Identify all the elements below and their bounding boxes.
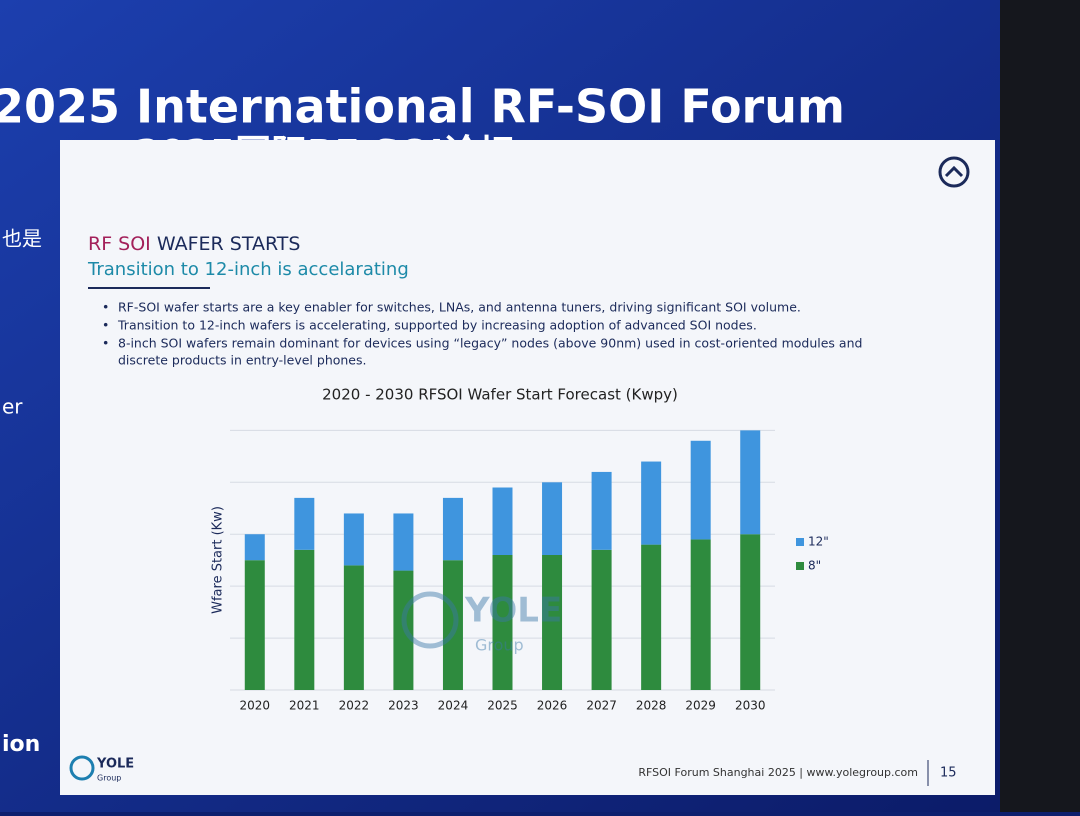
- bar-segment: [442, 497, 463, 561]
- slide-icon: [938, 156, 970, 188]
- bar-segment: [393, 570, 414, 690]
- bar-segment: [294, 497, 315, 550]
- logo-text: YOLE: [96, 757, 134, 772]
- dark-edge: [1000, 0, 1080, 812]
- bar-segment: [244, 534, 265, 561]
- bullet-dot: •: [102, 318, 109, 333]
- bar-segment: [393, 513, 414, 571]
- slide-icon-chevron: [944, 165, 964, 178]
- bullets: • RF-SOI wafer starts are a key enabler …: [102, 300, 862, 368]
- bar-segment: [690, 440, 711, 540]
- x-tick-label: 2021: [289, 699, 320, 713]
- slide: [60, 190, 995, 795]
- bar-segment: [690, 539, 711, 690]
- x-tick-label: 2023: [388, 699, 419, 713]
- footer: RFSOI Forum Shanghai 2025 | www.yolegrou…: [638, 766, 918, 779]
- side-fragment: ion: [2, 732, 40, 757]
- bar-segment: [442, 560, 463, 690]
- bar-segment: [542, 482, 563, 555]
- bullet: Transition to 12-inch wafers is accelera…: [117, 318, 757, 333]
- bar-segment: [641, 544, 662, 690]
- bar-segment: [740, 430, 761, 535]
- legend-label: 12": [808, 535, 829, 549]
- bar-segment: [740, 534, 761, 690]
- slide-top: [60, 140, 995, 192]
- page-number: 15: [940, 766, 957, 781]
- y-axis-label: Wfare Start (Kw): [211, 506, 226, 614]
- watermark-text: Group: [475, 636, 524, 655]
- heading-accent: RF SOI: [88, 233, 151, 255]
- bar-segment: [492, 487, 513, 555]
- bar-segment: [641, 461, 662, 545]
- bar-segment: [542, 555, 563, 690]
- bullet-dot: •: [102, 300, 109, 315]
- watermark: YOLE Group: [401, 591, 562, 655]
- heading-rest: WAFER STARTS: [157, 233, 301, 255]
- bar-segment: [591, 549, 612, 690]
- x-tick-label: 2020: [239, 699, 270, 713]
- bar-segment: [343, 565, 364, 690]
- x-tick-label: 2024: [438, 699, 469, 713]
- bullet-dot: •: [102, 336, 109, 351]
- bullet: RF-SOI wafer starts are a key enabler fo…: [118, 300, 801, 315]
- side-fragment: er: [2, 395, 23, 419]
- x-tick-label: 2029: [685, 699, 716, 713]
- bar-segment: [492, 555, 513, 690]
- side-fragment: 也是: [2, 227, 42, 251]
- bullet: discrete products in entry-level phones.: [118, 353, 367, 368]
- x-tick-label: 2025: [487, 699, 518, 713]
- x-tick-label: 2027: [586, 699, 617, 713]
- bar-segment: [343, 513, 364, 566]
- bar-segment: [244, 560, 265, 690]
- x-tick-label: 2026: [537, 699, 568, 713]
- x-tick-label: 2022: [339, 699, 370, 713]
- logo-mark: [69, 755, 95, 781]
- watermark-logo: [401, 591, 459, 649]
- bar-segment: [591, 471, 612, 550]
- slide-subheading: Transition to 12-inch is accelarating: [87, 259, 409, 280]
- bullet: 8-inch SOI wafers remain dominant for de…: [118, 336, 862, 351]
- legend-swatch: [796, 562, 804, 570]
- logo-sub: Group: [97, 774, 121, 783]
- x-tick-label: 2030: [735, 699, 766, 713]
- legend-label: 8": [808, 559, 821, 573]
- banner-title: 2025 International RF-SOI Forum: [0, 80, 845, 134]
- slide-heading: RF SOI WAFER STARTS: [88, 233, 300, 255]
- plot: 2020 2021 2022 2023 2024 2025 2026 2027 2028 2029…: [230, 429, 829, 713]
- chart-title: 2020 - 2030 RFSOI Wafer Start Forecast (…: [322, 386, 678, 404]
- x-tick-label: 2028: [636, 699, 667, 713]
- bar-segment: [294, 549, 315, 690]
- watermark-text: YOLE: [464, 591, 562, 631]
- legend-swatch: [796, 538, 804, 546]
